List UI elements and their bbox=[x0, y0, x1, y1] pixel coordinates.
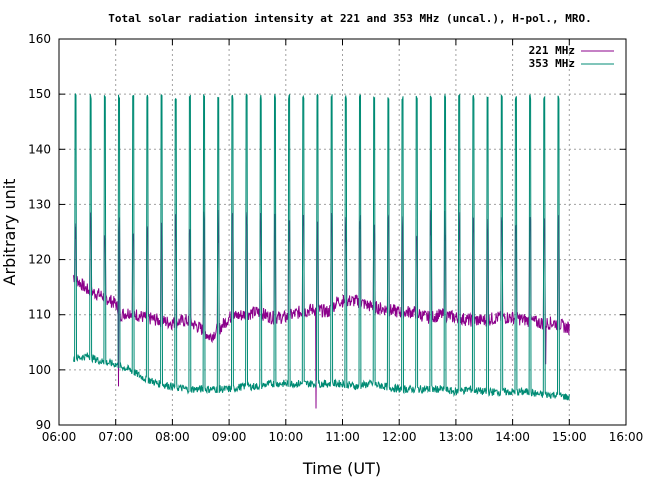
x-tick-label: 13:00 bbox=[439, 430, 474, 444]
legend: 221 MHz 353 MHz bbox=[529, 44, 614, 70]
x-tick-label: 12:00 bbox=[382, 430, 417, 444]
x-tick-label: 15:00 bbox=[552, 430, 587, 444]
x-tick-label: 06:00 bbox=[42, 430, 77, 444]
x-tick-label: 11:00 bbox=[325, 430, 360, 444]
x-tick-label: 09:00 bbox=[212, 430, 247, 444]
y-tick-label: 110 bbox=[28, 308, 51, 322]
grid-lines bbox=[59, 39, 626, 425]
y-tick-label: 100 bbox=[28, 363, 51, 377]
series-lines bbox=[72, 92, 570, 409]
chart-title: Total solar radiation intensity at 221 a… bbox=[108, 12, 591, 25]
y-axis-title: Arbitrary unit bbox=[0, 179, 19, 286]
x-tick-label: 08:00 bbox=[155, 430, 190, 444]
series-line-353-mhz bbox=[73, 92, 570, 401]
y-tick-label: 120 bbox=[28, 253, 51, 267]
x-tick-label: 14:00 bbox=[495, 430, 530, 444]
x-tick-label: 07:00 bbox=[98, 430, 133, 444]
y-tick-label: 150 bbox=[28, 87, 51, 101]
y-tick-label: 130 bbox=[28, 197, 51, 211]
y-tick-label: 140 bbox=[28, 142, 51, 156]
y-tick-label: 90 bbox=[36, 418, 51, 432]
x-axis-title: Time (UT) bbox=[302, 459, 381, 478]
y-tick-label: 160 bbox=[28, 32, 51, 46]
x-tick-label: 10:00 bbox=[269, 430, 304, 444]
y-axis-ticks: 90 100 110 120 130 140 150 160 bbox=[28, 32, 626, 432]
x-tick-label: 16:00 bbox=[609, 430, 644, 444]
legend-label-353-mhz: 353 MHz bbox=[529, 57, 575, 70]
x-axis-ticks: 06:00 07:00 08:00 09:00 10:00 11:00 12:00 13:00… bbox=[42, 39, 644, 444]
legend-label-221-mhz: 221 MHz bbox=[529, 44, 575, 57]
